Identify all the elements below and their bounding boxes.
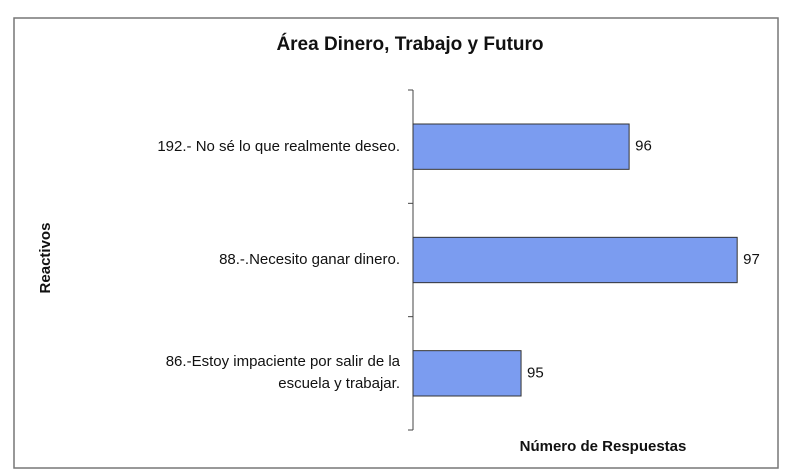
value-label: 95 xyxy=(527,364,544,381)
bar xyxy=(412,123,630,170)
x-axis-label: Número de Respuestas xyxy=(520,438,687,455)
y-axis-label: Reactivos xyxy=(37,223,54,294)
y-tick-label: 88.-.Necesito ganar dinero. xyxy=(219,251,400,268)
y-tick-label: 192.- No sé lo que realmente deseo. xyxy=(157,137,400,155)
y-tick-label: 86.-Estoy impaciente por salir de la esc… xyxy=(165,353,400,393)
value-label: 97 xyxy=(743,251,760,268)
bar xyxy=(412,236,738,284)
bar xyxy=(412,350,522,397)
chart-title: Área Dinero, Trabajo y Futuro xyxy=(276,33,543,55)
value-label: 96 xyxy=(635,138,652,155)
